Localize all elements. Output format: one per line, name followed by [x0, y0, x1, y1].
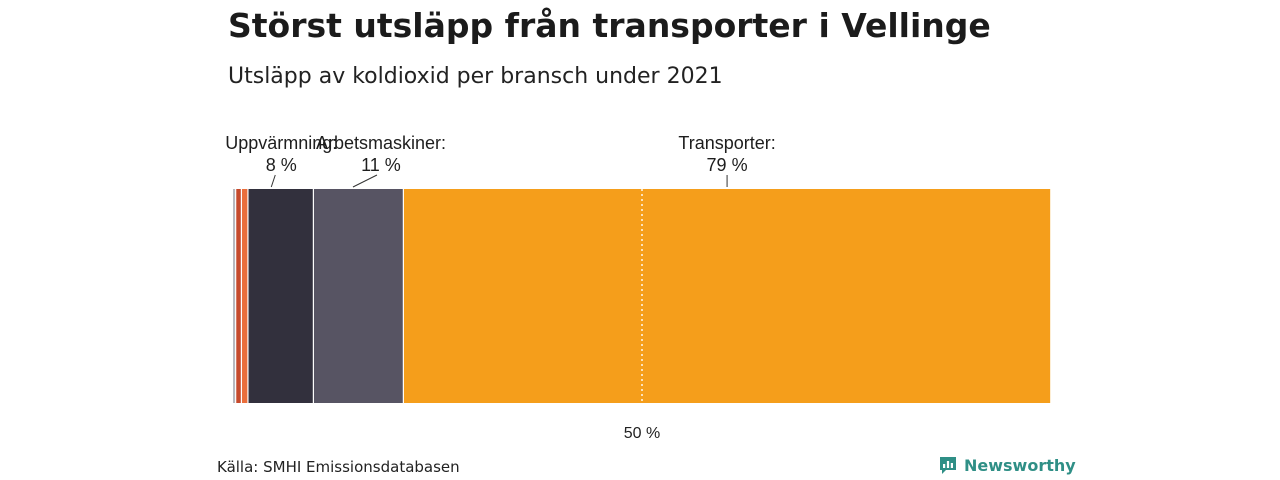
segment-label-arbetsmaskiner: Arbetsmaskiner:	[316, 133, 446, 153]
brand-logo: Newsworthy	[938, 455, 1076, 475]
brand-name: Newsworthy	[964, 455, 1076, 475]
segment-labels: Uppvärmning:8 % Arbetsmaskiner:11 % Transp…	[225, 133, 776, 188]
chart-subtitle: Utsläpp av koldioxid per bransch under 2…	[228, 64, 723, 89]
reference-line-label: 50 %	[624, 425, 660, 442]
leader-line-uppvärmning	[270, 174, 276, 188]
bar-segments	[233, 189, 1051, 403]
source-note: Källa: SMHI Emissionsdatabasen	[217, 458, 460, 476]
bar-segment-minor-0	[233, 189, 236, 403]
bar-segment-arbetsmaskiner	[313, 189, 403, 403]
bar-segment-transporter	[403, 189, 1051, 403]
segment-label-uppvärmning: Uppvärmning:	[225, 133, 337, 153]
bar-segment-minor-2	[241, 189, 248, 403]
segment-value-transporter: 79 %	[707, 155, 748, 175]
bar-segment-uppvärmning	[248, 189, 313, 403]
reference-line-group: 50 %	[624, 189, 660, 442]
chart-title: Störst utsläpp från transporter i Vellin…	[228, 6, 991, 45]
leader-line-arbetsmaskiner	[352, 174, 378, 188]
segment-label-transporter: Transporter:	[678, 133, 775, 153]
segment-value-uppvärmning: 8 %	[266, 155, 297, 175]
newsworthy-logo-icon	[940, 457, 956, 474]
segment-value-arbetsmaskiner: 11 %	[361, 155, 401, 175]
bar-segment-minor-1	[236, 189, 241, 403]
